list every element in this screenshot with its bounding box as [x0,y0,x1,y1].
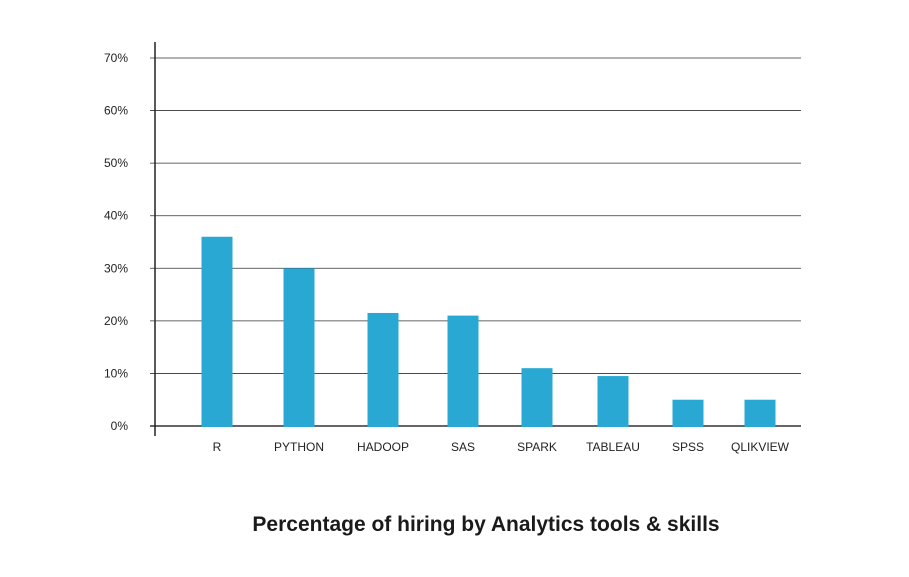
bars [201,236,776,427]
x-tick-label: QLIKVIEW [731,440,790,454]
x-tick-label: SPARK [517,440,557,454]
bar-spss [672,399,704,427]
x-axis-labels: R PYTHON HADOOP SAS SPARK TABLEAU SPSS QLIKVIEW [213,440,790,454]
y-tick-label: 70% [104,51,128,65]
x-tick-label: SAS [451,440,475,454]
y-tick-label: 50% [104,156,128,170]
bar-r [201,236,233,427]
bar-qlikview [744,399,776,427]
chart-title: Percentage of hiring by Analytics tools … [252,513,720,536]
y-tick-label: 30% [104,261,128,275]
bar-sas [447,315,479,427]
y-tick-label: 0% [111,419,129,433]
y-tick-label: 10% [104,366,128,380]
bar-spark [521,368,553,427]
bar-hadoop [367,312,399,427]
y-axis-ticks: 0% 10% 20% 30% 40% 50% 60% 70% [104,51,128,433]
y-tick-label: 20% [104,314,128,328]
y-tick-label: 40% [104,209,128,223]
bar-tableau [597,376,629,427]
bar-python [283,268,315,427]
x-tick-label: HADOOP [357,440,409,454]
y-tick-label: 60% [104,104,128,118]
x-tick-label: TABLEAU [586,440,640,454]
x-tick-label: SPSS [672,440,704,454]
x-tick-label: R [213,440,222,454]
x-tick-label: PYTHON [274,440,324,454]
